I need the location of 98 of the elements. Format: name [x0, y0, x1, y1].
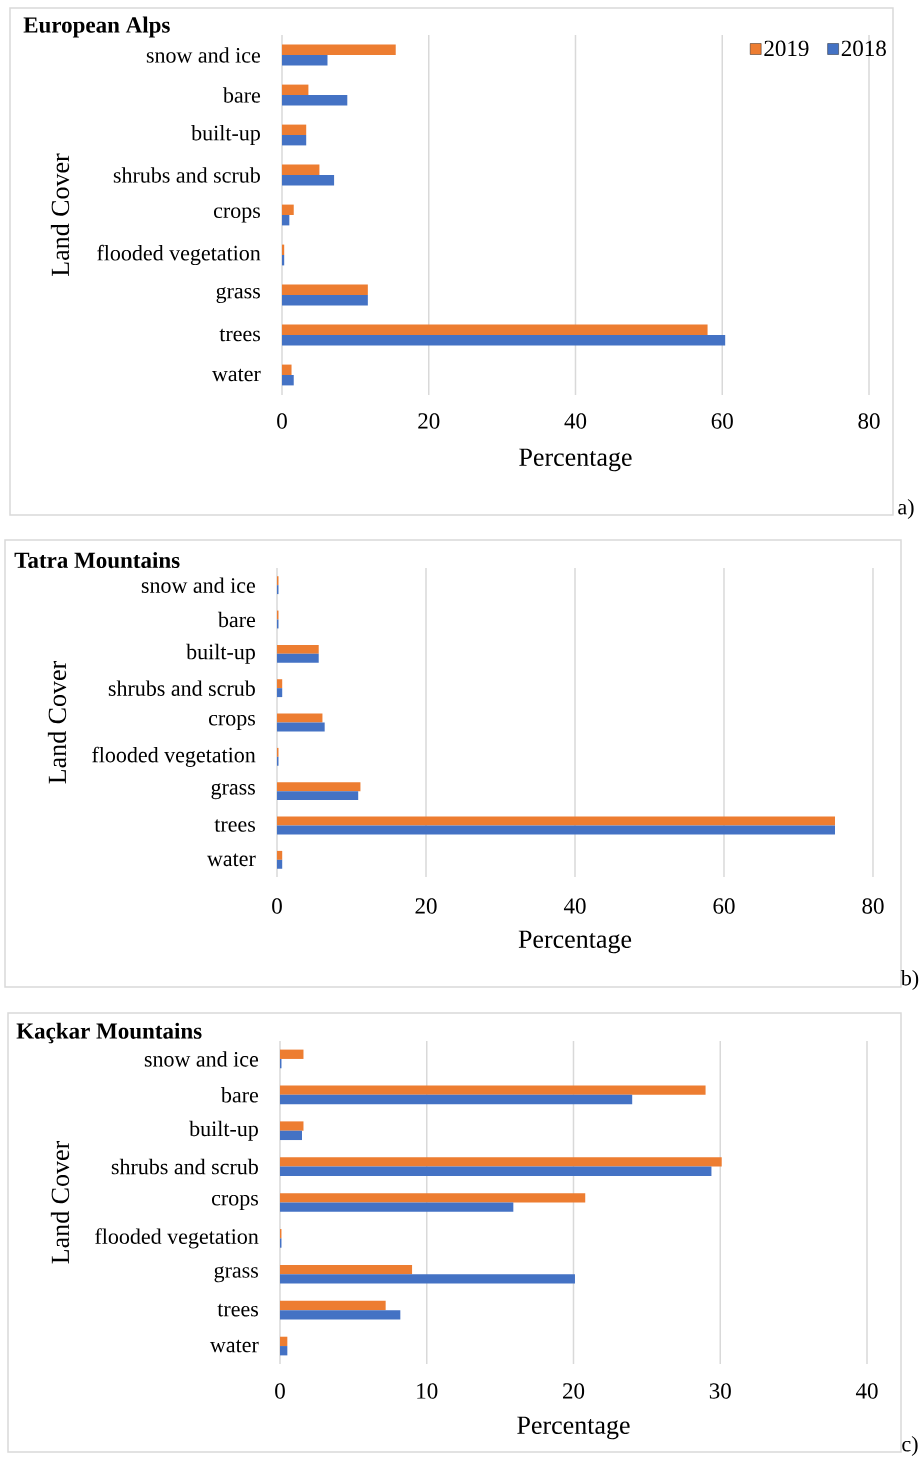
bar [277, 653, 319, 663]
y-tick-label: water [206, 853, 256, 867]
bar [281, 374, 294, 386]
bar [281, 175, 335, 186]
y-tick-label: built-up [186, 643, 255, 664]
x-tick-label: 20 [563, 1383, 585, 1399]
x-axis-title: Percentage [518, 930, 632, 954]
legend-label: 2019 [764, 40, 809, 57]
bar [281, 55, 328, 66]
bar [280, 1130, 303, 1141]
x-axis-title: Percentage [517, 1416, 630, 1440]
bar [281, 84, 309, 95]
bar [280, 1310, 401, 1320]
text: a) [898, 499, 914, 519]
bar [281, 215, 290, 226]
y-tick-label: grass [211, 783, 255, 800]
bar [281, 124, 307, 135]
y-tick-label: bare [222, 87, 261, 103]
x-tick-label: 20 [418, 413, 440, 429]
y-axis-title: Land Cover [47, 661, 67, 784]
x-tick-label: 20 [415, 898, 437, 914]
y-tick-label: built-up [189, 1120, 258, 1141]
bar [281, 295, 368, 306]
bar [280, 1202, 514, 1212]
bar [281, 135, 307, 146]
y-tick-label: flooded vegetation [92, 746, 256, 767]
bar [281, 204, 294, 215]
x-tick-label: 40 [563, 898, 586, 914]
bar [280, 1346, 288, 1356]
bar [280, 1336, 288, 1347]
bar [280, 1094, 633, 1105]
y-tick-label: shrubs and scrub [113, 167, 260, 183]
y-tick-label: flooded vegetation [95, 1228, 259, 1249]
x-tick-label: 80 [862, 898, 884, 914]
bar [281, 335, 726, 346]
x-tick-label: 0 [272, 898, 282, 914]
y-tick-label: bare [220, 1087, 259, 1103]
bar [277, 825, 835, 835]
y-tick-label: grass [216, 286, 260, 304]
chart-title: Kaçkar Mountains [16, 1022, 202, 1044]
x-tick-label: 40 [564, 413, 587, 429]
y-axis-title: Land Cover [50, 153, 70, 276]
bar [280, 1193, 586, 1203]
y-tick-label: trees [217, 1303, 259, 1317]
text: c) [902, 1436, 918, 1456]
y-tick-label: water [211, 368, 261, 382]
x-tick-label: 80 [858, 413, 880, 429]
y-tick-label: bare [217, 611, 256, 628]
bar [277, 644, 319, 654]
text: European Alps [23, 16, 170, 38]
y-tick-label: grass [214, 1266, 258, 1283]
bar [280, 1264, 413, 1275]
y-tick-label: crops [211, 1194, 258, 1211]
bar [281, 164, 320, 175]
y-tick-label: trees [214, 819, 256, 832]
bar [281, 364, 292, 375]
bar [277, 722, 325, 732]
bar [280, 1085, 706, 1095]
x-tick-label: 40 [855, 1383, 878, 1399]
x-tick-label: 0 [277, 413, 287, 429]
bar [280, 1121, 304, 1131]
bar [280, 1157, 722, 1167]
bar [277, 791, 359, 801]
bar [281, 44, 396, 55]
bar [280, 1274, 575, 1284]
text: b) [900, 970, 919, 990]
x-tick-label: 10 [417, 1383, 438, 1399]
bar [277, 850, 283, 860]
bar [280, 1049, 304, 1059]
y-tick-label: trees [219, 328, 261, 342]
x-tick-label: 60 [711, 413, 733, 429]
bar [277, 679, 283, 689]
y-tick-label: snow and ice [146, 47, 261, 63]
y-tick-label: water [209, 1339, 259, 1353]
legend-label: 2018 [841, 40, 886, 57]
y-axis-title: Land Cover [50, 1140, 70, 1264]
x-tick-label: 30 [709, 1383, 731, 1399]
bar [281, 284, 368, 295]
bar [280, 1300, 386, 1311]
bar [277, 688, 283, 698]
y-tick-label: crops [208, 714, 255, 731]
bar [281, 324, 708, 335]
y-tick-label: crops [213, 207, 260, 223]
bar [281, 95, 348, 106]
bar [277, 816, 835, 826]
bar [277, 859, 283, 869]
bar [280, 1166, 712, 1176]
y-tick-label: snow and ice [144, 1051, 259, 1067]
x-tick-label: 0 [275, 1383, 285, 1399]
y-tick-label: shrubs and scrub [108, 680, 255, 696]
x-tick-label: 60 [713, 898, 735, 914]
bar [277, 782, 361, 792]
y-tick-label: built-up [191, 125, 260, 145]
x-axis-title: Percentage [519, 448, 632, 472]
y-tick-label: flooded vegetation [97, 244, 261, 266]
chart-title: Tatra Mountains [14, 551, 180, 569]
y-tick-label: snow and ice [141, 577, 256, 593]
y-tick-label: shrubs and scrub [111, 1158, 258, 1175]
